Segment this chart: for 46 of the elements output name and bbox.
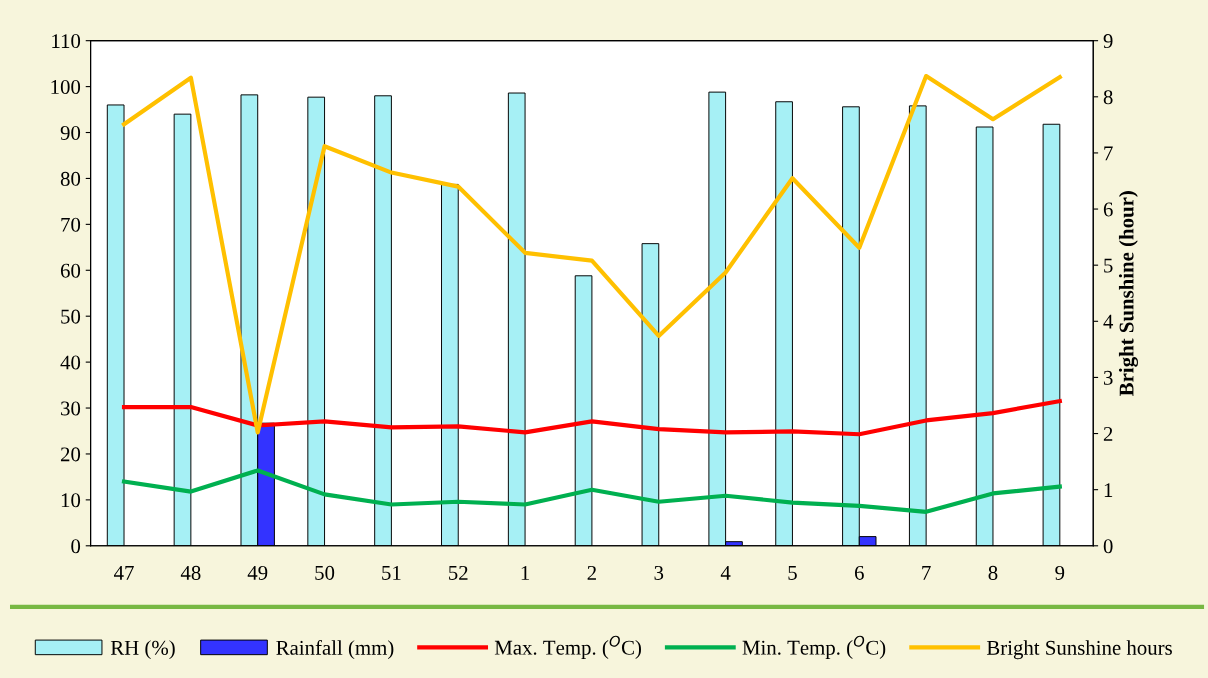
y2-tick-label: 2: [1103, 426, 1113, 441]
x-tick-label: 2: [587, 565, 596, 580]
y2-tick-label: 3: [1103, 370, 1113, 385]
y2-tick-label: 4: [1103, 314, 1114, 329]
y-tick-label: 80: [60, 171, 81, 186]
y-tick-label: 100: [51, 79, 81, 95]
y-tick-label: 10: [61, 493, 81, 508]
legend-label: Rainfall (mm): [276, 640, 394, 660]
legend-label: Bright Sunshine hours: [986, 640, 1172, 660]
y2-tick-label: 5: [1104, 258, 1113, 273]
x-tick-label: 52: [449, 565, 468, 580]
y-tick-label: 20: [60, 447, 81, 462]
legend-label: RH (%): [110, 640, 175, 660]
y-tick-label: 90: [60, 125, 81, 140]
y-tick-label: 30: [61, 401, 81, 416]
x-tick-label: 47: [114, 565, 134, 580]
x-tick-label: 5: [788, 566, 797, 580]
x-tick-label: 7: [922, 566, 931, 580]
y2-axis-title: Bright Sunshine (hour): [1118, 191, 1138, 396]
line-series: [121, 399, 1062, 437]
y-tick-label: 70: [61, 217, 81, 232]
line-series: [121, 73, 1062, 435]
x-tick-label: 9: [1055, 565, 1065, 580]
y2-tick-label: 7: [1104, 146, 1113, 161]
legend-label: Min. Temp. ($^{O}$C): [742, 635, 886, 659]
x-tick-label: 49: [247, 565, 268, 580]
y2-tick-label: 8: [1103, 90, 1113, 105]
y-tick-label: 60: [60, 263, 81, 278]
x-tick-label: 50: [315, 565, 335, 580]
y2-tick-label: 6: [1103, 202, 1113, 217]
y-tick-label: 0: [71, 539, 81, 554]
y2-tick-label: 1: [1104, 483, 1113, 497]
y2-tick-label: 0: [1103, 539, 1113, 554]
x-tick-label: 1: [521, 565, 530, 580]
x-tick-label: 48: [180, 565, 201, 580]
x-tick-label: 3: [654, 565, 664, 580]
x-tick-label: 8: [988, 565, 998, 580]
y-tick-label: 40: [60, 355, 81, 370]
x-tick-label: 6: [854, 565, 864, 580]
x-tick-label: 51: [382, 565, 401, 580]
legend-label: Max. Temp. ($^{O}$C): [494, 635, 641, 659]
y2-tick-label: 9: [1103, 34, 1113, 49]
x-tick-label: 4: [720, 565, 731, 580]
y-tick-label: 110: [52, 34, 81, 49]
line-series: [121, 468, 1062, 514]
y-tick-label: 50: [61, 309, 81, 324]
